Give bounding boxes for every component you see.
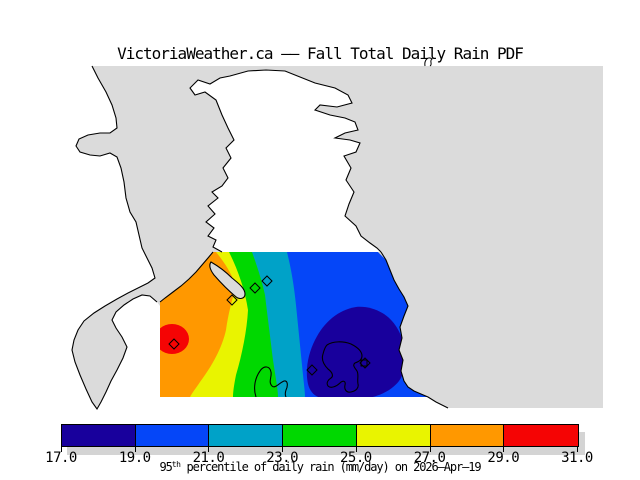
- station-diamond: [261, 275, 273, 287]
- station-diamond: [249, 282, 261, 294]
- south-strait: [160, 397, 603, 430]
- islet-outline: [360, 359, 368, 367]
- station-diamond: [226, 294, 238, 306]
- contour-band-orange: [160, 252, 236, 397]
- west-coastline: [71, 65, 158, 411]
- caption-post: percentile of daily rain (mm/day) on 202…: [180, 460, 482, 474]
- colorbar-tick-label: 31.0: [561, 450, 593, 466]
- lagoon-outline: [254, 366, 288, 397]
- colorbar-tick: [208, 446, 210, 452]
- station-diamond: [168, 338, 180, 350]
- colorbar-tick: [577, 446, 578, 452]
- colorbar-tick-label: 17.0: [45, 450, 77, 466]
- colorbar-tick: [282, 446, 284, 452]
- page-title: VictoriaWeather.ca –– Fall Total Daily R…: [117, 44, 524, 63]
- caption-sup: th: [171, 460, 181, 469]
- station-markers: [168, 275, 371, 376]
- colorbar-segment-0: [62, 425, 136, 446]
- colorbar-segment-3: [282, 425, 357, 446]
- caption-pre: 95: [159, 460, 173, 474]
- colorbar-segment-2: [208, 425, 284, 446]
- station-diamond: [306, 364, 318, 376]
- islet-curl-outline: [424, 57, 433, 67]
- colorbar-segment-4: [355, 425, 431, 446]
- west-landmass: [0, 66, 155, 409]
- station-diamond: [359, 357, 371, 369]
- colorbar-tick-label: 27.0: [413, 450, 446, 466]
- colorbar-tick-label: 21.0: [192, 450, 225, 466]
- peninsula-coastline: [189, 69, 382, 253]
- harbour-wedge: [160, 252, 213, 302]
- contour-field: [160, 252, 428, 397]
- contour-band-red: [160, 324, 189, 354]
- harbour-wedge-coastline: [159, 251, 214, 303]
- colorbar-segment-6: [503, 425, 579, 446]
- colorbar-tick: [355, 446, 357, 452]
- colorbar-tick-label: 23.0: [266, 450, 298, 466]
- colorbar-tick: [61, 446, 62, 452]
- coastal-pocket: [97, 295, 160, 409]
- colorbar-caption: 95th percentile of daily rain (mm/day) o…: [4, 460, 636, 474]
- southeast-coastline: [380, 251, 449, 409]
- colorbar-tick: [429, 446, 431, 452]
- contour-band-navy: [306, 306, 406, 397]
- colorbar-tick-label: 25.0: [339, 450, 372, 466]
- colorbar: [61, 424, 579, 447]
- colorbar-segment-5: [429, 425, 505, 446]
- discovery-islands-outline: [321, 341, 363, 393]
- colorbar-tick-label: 29.0: [487, 450, 520, 466]
- harbour-finger: [209, 261, 246, 299]
- peninsula-landmass: [190, 70, 381, 252]
- colorbar-tick: [503, 446, 505, 452]
- colorbar-tick: [134, 446, 136, 452]
- colorbar-tick-label: 19.0: [118, 450, 151, 466]
- colorbar-segment-1: [134, 425, 210, 446]
